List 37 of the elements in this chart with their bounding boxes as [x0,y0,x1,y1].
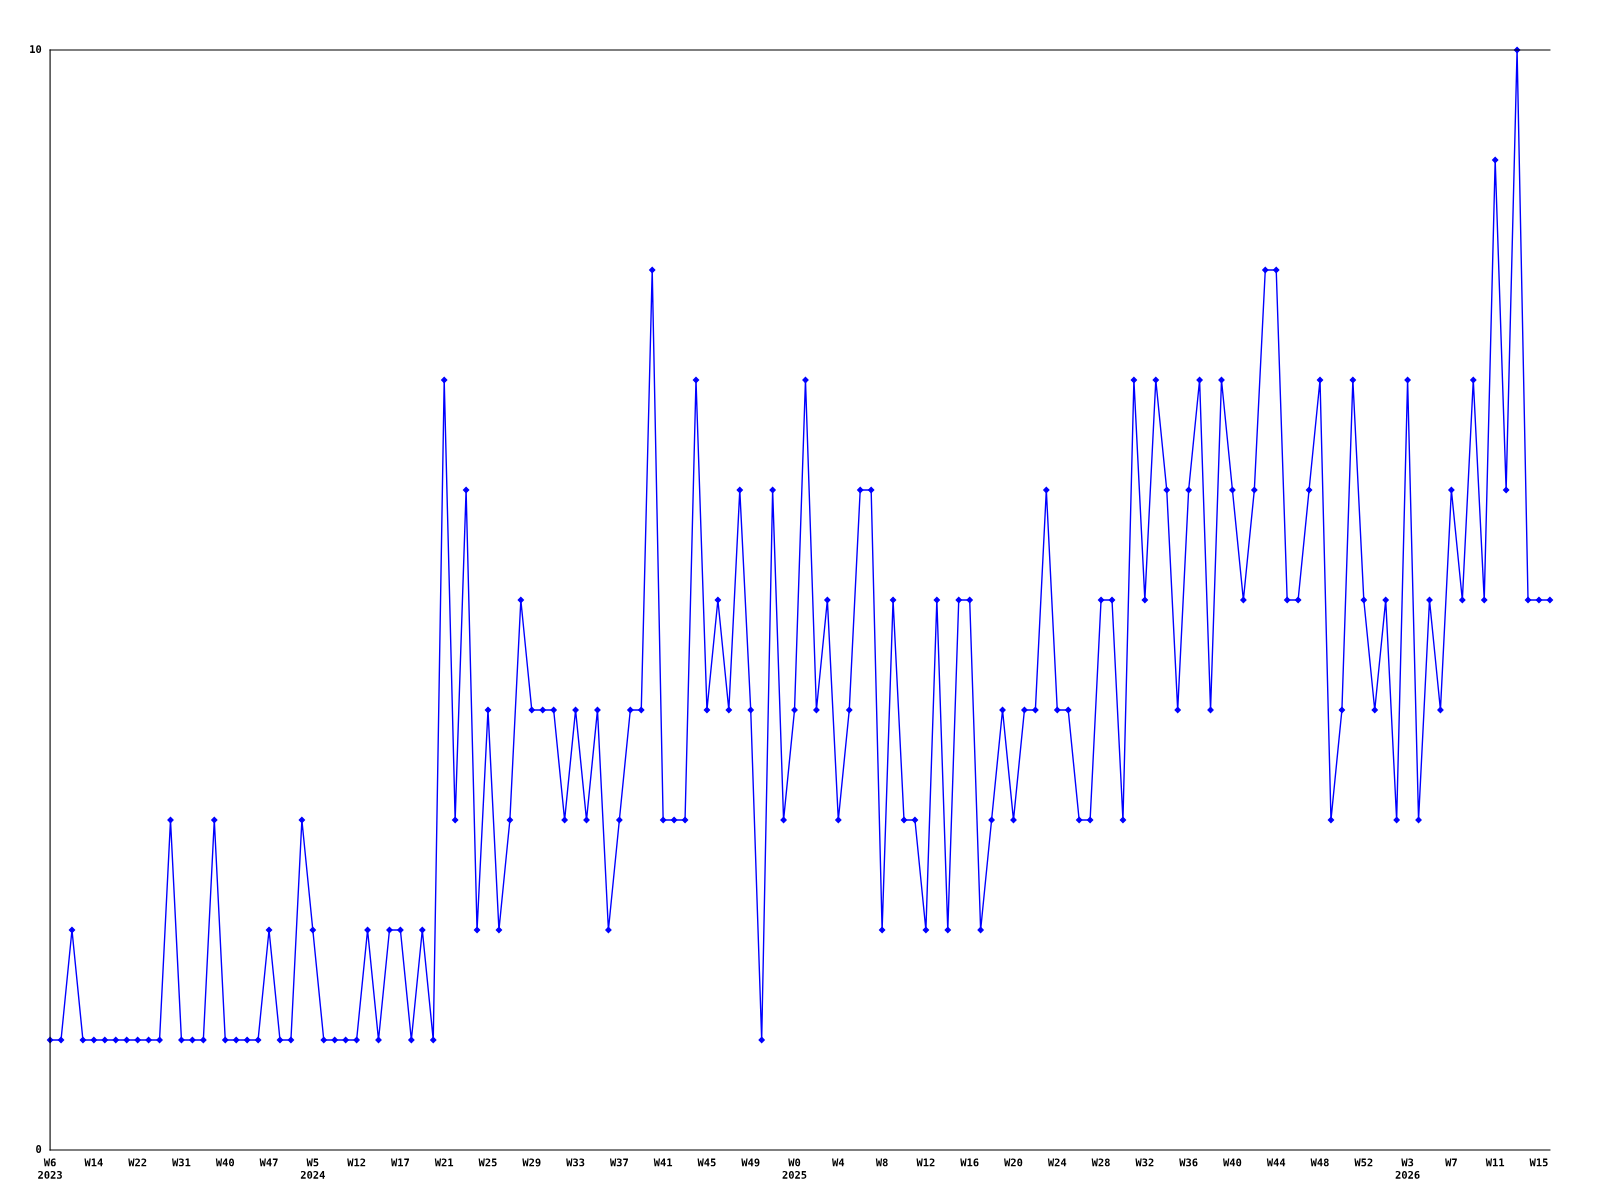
x-tick-label: W0 2025 [782,1158,807,1179]
x-tick-label: W21 [434,1158,454,1167]
x-tick-label: W32 [1135,1158,1154,1167]
x-tick-label: W40 [1223,1158,1242,1167]
x-tick-label: W8 [875,1158,888,1167]
x-tick-label: W12 [916,1158,935,1167]
y-tick-label: 10 [30,45,42,54]
x-tick-label: W12 [347,1158,366,1167]
x-tick-label: W3 2026 [1395,1158,1420,1179]
y-tick-label: 0 [36,1145,42,1153]
x-tick-label: W25 [478,1158,497,1167]
x-tick-label: W28 [1091,1158,1110,1167]
x-tick-label: W29 [522,1158,541,1167]
x-tick-label: W47 [259,1158,278,1167]
x-tick-label: W15 [1529,1158,1548,1167]
x-tick-label: W11 [1485,1158,1505,1167]
x-tick-label: W48 [1310,1158,1329,1167]
x-tick-label: W52 [1354,1158,1373,1167]
x-tick-label: W37 [609,1158,628,1167]
x-tick-label: W31 [172,1158,191,1167]
x-tick-label: W22 [128,1158,147,1167]
x-tick-label: W4 [832,1158,845,1167]
x-tick-label: W17 [391,1158,410,1167]
x-tick-label: W33 [566,1158,585,1167]
x-tick-label: W36 [1179,1158,1198,1167]
x-tick-label: W7 [1445,1158,1457,1167]
x-tick-label: W24 [1047,1158,1067,1167]
x-tick-label: W44 [1266,1158,1286,1167]
x-tick-label: W45 [697,1158,716,1167]
x-tick-label: W5 2024 [300,1158,325,1179]
x-tick-label: W20 [1004,1158,1023,1167]
x-tick-label: W14 [84,1158,103,1167]
x-tick-label: W41 [653,1158,673,1167]
x-tick-label: W40 [215,1158,235,1167]
x-tick-label: W16 [960,1158,979,1167]
x-tick-label: W6 2023 [38,1158,62,1179]
x-tick-label: W49 [741,1158,760,1167]
